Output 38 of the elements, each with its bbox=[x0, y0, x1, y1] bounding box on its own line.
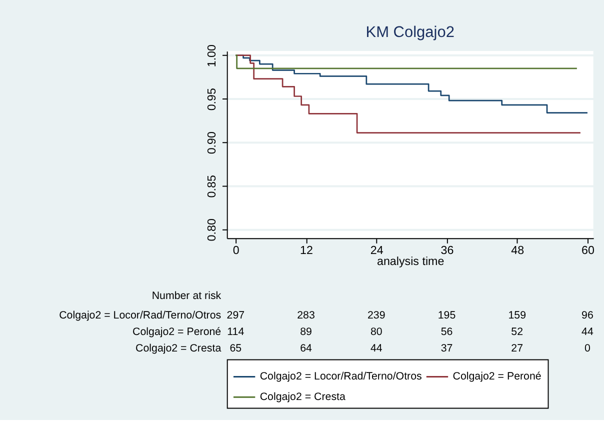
text: 283 bbox=[297, 310, 315, 322]
x-tick-label: 60 bbox=[581, 244, 595, 258]
text: 27 bbox=[511, 342, 524, 355]
text: 114 bbox=[227, 326, 244, 338]
text: Colgajo2 = Cresta bbox=[136, 342, 222, 355]
text: 52 bbox=[511, 326, 524, 338]
text: 297 bbox=[226, 310, 245, 322]
text: 195 bbox=[438, 310, 456, 322]
text: 64 bbox=[300, 342, 312, 355]
y-tick-label: 0.85 bbox=[206, 175, 219, 198]
x-tick-label: 48 bbox=[511, 244, 524, 258]
text: 65 bbox=[230, 342, 242, 355]
x-axis-title: analysis time bbox=[376, 254, 444, 268]
text: 80 bbox=[370, 326, 382, 338]
y-tick-label: 0.80 bbox=[206, 218, 219, 242]
y-tick-label: 0.90 bbox=[206, 131, 219, 154]
y-tick-label: 0.95 bbox=[206, 88, 219, 111]
text: 0 bbox=[584, 342, 591, 355]
text: 96 bbox=[582, 310, 594, 322]
text: 159 bbox=[508, 310, 526, 322]
text: 89 bbox=[300, 326, 312, 338]
x-tick-label: 0 bbox=[232, 244, 240, 258]
text: Colgajo2 = Peroné bbox=[132, 326, 222, 338]
chart-title: KM Colgajo2 bbox=[366, 24, 454, 42]
x-tick-label: 24 bbox=[370, 244, 384, 258]
text: Colgajo2 = Locor/Rad/Terno/Otros bbox=[59, 310, 222, 322]
legend-label: Colgajo2 = Peroné bbox=[452, 370, 542, 383]
text: 37 bbox=[440, 342, 453, 355]
legend-label: Colgajo2 = Cresta bbox=[260, 391, 346, 404]
text: 56 bbox=[440, 326, 453, 338]
legend-label: Colgajo2 = Locor/Rad/Terno/Otros bbox=[260, 370, 422, 383]
text: 44 bbox=[582, 326, 594, 338]
text: 239 bbox=[367, 310, 386, 322]
text: Number at risk bbox=[152, 290, 222, 302]
y-tick-label: 1.00 bbox=[206, 44, 219, 68]
x-tick-label: 12 bbox=[300, 244, 313, 258]
x-tick-label: 36 bbox=[440, 244, 454, 258]
text: 44 bbox=[370, 342, 382, 355]
